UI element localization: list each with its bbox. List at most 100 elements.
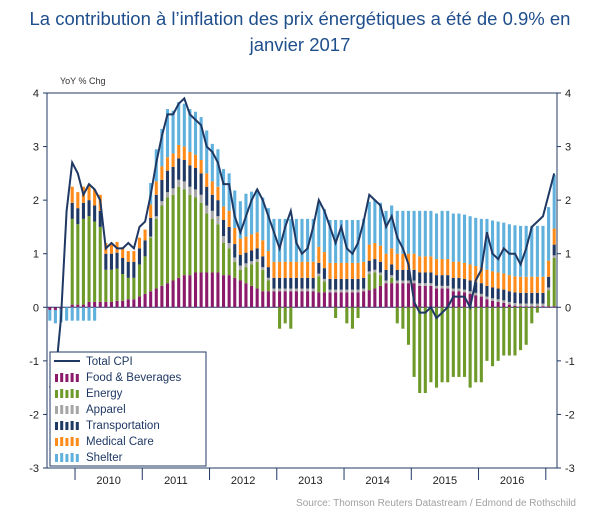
bar-energy [132,277,136,300]
bar-shelter [188,109,192,152]
bar-food [121,300,125,308]
bar-medical [227,210,231,227]
y-axis-unit-label: YoY % Chg [60,76,106,86]
bar-medical [367,244,371,261]
bar-shelter [457,213,461,262]
bar-shelter [300,218,304,262]
bar-food [266,291,270,308]
bar-medical [334,262,338,279]
bar-shelter [496,221,500,273]
bar-shelter [70,307,74,321]
y-tick-label-left: -1 [29,356,39,368]
legend-swatch-bar [60,405,64,414]
bar-energy [227,248,231,276]
bar-shelter [446,210,450,260]
bar-apparel [255,259,259,262]
bar-energy [289,307,293,329]
bar-apparel [507,301,511,305]
bar-transport [317,262,321,274]
legend-swatch-bar [70,453,74,462]
bar-medical [479,267,483,284]
bar-transport [552,244,556,256]
bar-energy [406,307,411,345]
bar-energy [171,194,175,281]
bar-energy [451,307,455,377]
bar-transport [255,248,259,260]
bar-energy [199,202,203,273]
bar-shelter [272,218,276,262]
bar-transport [87,200,91,217]
legend-swatch-bar [60,453,64,462]
bar-apparel [289,288,293,292]
bar-shelter [468,216,472,265]
bar-shelter [53,309,57,324]
bar-energy [496,307,500,361]
bar-food [216,272,220,308]
bar-apparel [177,179,181,187]
bar-medical [199,159,203,174]
bar-shelter [530,225,534,277]
bar-energy [334,307,338,318]
bar-transport [345,278,349,290]
bar-transport [530,292,534,304]
bar-shelter [373,200,377,243]
bar-transport [395,269,399,281]
bar-transport [311,277,315,289]
bar-shelter [513,225,517,277]
bar-transport [362,277,366,289]
bar-shelter [423,210,427,257]
bar-apparel [188,186,192,195]
legend-label: Medical Care [86,436,154,448]
bar-energy [98,226,102,302]
bar-food [507,304,511,308]
bar-energy [552,258,556,307]
bar-medical [485,269,489,286]
bar-transport [165,170,170,193]
bar-energy [188,194,192,276]
bar-medical [401,253,405,270]
bar-medical [70,186,74,203]
bar-medical [165,157,170,171]
bar-transport [188,165,192,187]
bar-medical [451,261,455,278]
bar-medical [132,251,136,262]
bar-energy [474,307,478,383]
bar-energy [535,307,539,313]
y-tick-label-left: -2 [29,409,39,421]
bar-transport [261,256,265,268]
bar-energy [182,189,186,276]
bar-apparel [457,288,461,292]
bar-medical [491,271,495,288]
bar-transport [339,278,343,290]
legend-swatch-bar [55,438,58,446]
bar-apparel [210,210,214,219]
bar-medical [317,246,321,263]
bar-medical [93,189,97,206]
bar-transport [278,277,282,289]
bar-shelter [479,218,483,268]
bar-apparel [233,257,237,262]
bar-transport [479,283,483,294]
bar-transport [457,277,461,289]
bar-medical [137,237,142,249]
bar-apparel [418,283,422,286]
bar-transport [126,261,130,278]
bar-shelter [81,307,85,321]
bar-energy [115,268,119,301]
bar-food [115,300,119,308]
bar-medical [216,186,220,201]
bar-transport [462,278,467,290]
bar-medical [255,232,259,249]
bar-food [395,283,399,308]
bar-food [390,283,394,308]
bar-medical [283,261,287,278]
bar-transport [434,275,439,286]
bar-apparel [165,192,170,198]
bar-shelter [182,103,186,147]
bar-shelter [160,128,164,167]
bar-food [244,283,248,308]
bar-food [137,296,142,308]
bar-shelter [65,307,69,321]
bar-food [132,299,136,308]
bar-medical [502,273,506,290]
